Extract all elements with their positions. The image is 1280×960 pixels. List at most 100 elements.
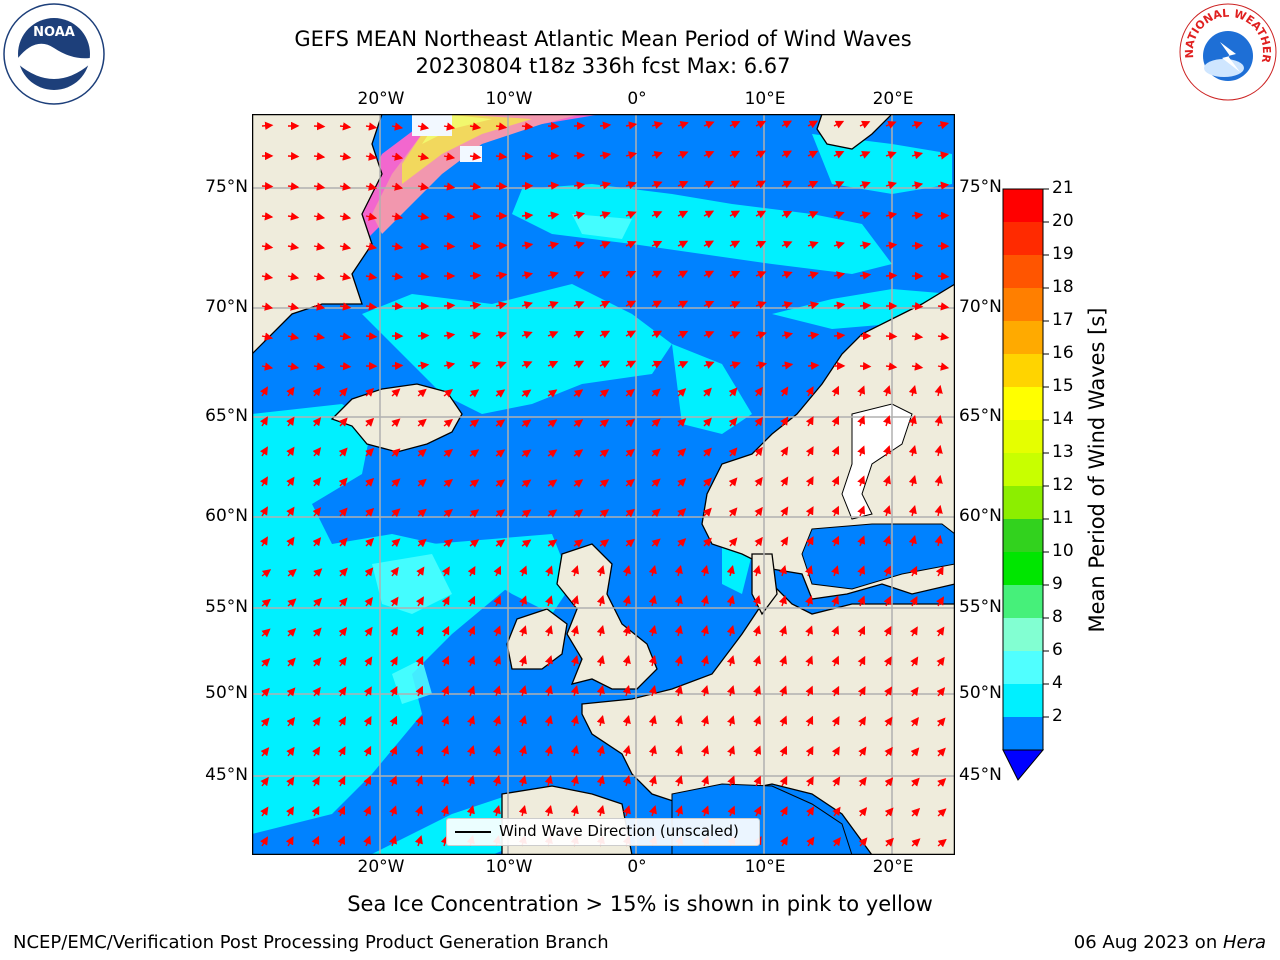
wave-direction-arrow bbox=[651, 151, 663, 160]
wave-direction-arrow bbox=[287, 598, 297, 608]
wave-direction-arrow bbox=[625, 360, 637, 369]
map-subtitle: 20230804 t18z 336h fcst Max: 6.67 bbox=[415, 54, 791, 78]
wave-direction-arrow bbox=[858, 837, 868, 847]
colorbar-tick-label: 19 bbox=[1052, 244, 1074, 264]
wave-direction-arrow bbox=[754, 536, 763, 547]
wave-direction-arrow bbox=[261, 272, 274, 281]
lon-label-top: 20°W bbox=[357, 89, 405, 109]
wave-direction-arrow bbox=[831, 595, 840, 607]
wave-direction-arrow bbox=[599, 300, 611, 309]
wave-direction-arrow bbox=[312, 716, 321, 727]
wave-direction-arrow bbox=[547, 419, 558, 428]
wave-direction-arrow bbox=[493, 595, 502, 607]
wave-direction-arrow bbox=[857, 475, 866, 487]
colorbar-tick-label: 15 bbox=[1052, 376, 1074, 396]
wave-direction-arrow bbox=[729, 210, 741, 219]
wave-direction-arrow bbox=[911, 241, 924, 251]
wave-direction-arrow bbox=[469, 539, 480, 548]
wave-direction-arrow bbox=[495, 331, 507, 340]
colorbar-tick-label: 6 bbox=[1052, 640, 1063, 660]
wave-direction-arrow bbox=[521, 271, 534, 280]
wave-direction-arrow bbox=[339, 122, 352, 131]
wave-direction-arrow bbox=[287, 302, 300, 311]
wave-direction-arrow bbox=[286, 476, 295, 487]
wave-direction-arrow bbox=[781, 361, 794, 370]
wave-direction-arrow bbox=[312, 417, 322, 427]
wave-direction-arrow bbox=[261, 121, 274, 130]
wave-direction-arrow bbox=[339, 332, 352, 341]
wave-direction-arrow bbox=[648, 654, 657, 667]
wave-direction-arrow bbox=[807, 301, 820, 310]
wave-direction-arrow bbox=[544, 655, 553, 667]
wave-direction-arrow bbox=[573, 211, 586, 220]
wave-direction-arrow bbox=[703, 330, 715, 339]
wave-direction-arrow bbox=[780, 536, 789, 547]
wave-direction-arrow bbox=[599, 211, 611, 220]
wave-direction-arrow bbox=[752, 565, 761, 577]
wave-direction-arrow bbox=[261, 332, 274, 341]
wave-direction-arrow bbox=[544, 774, 553, 787]
wave-direction-arrow bbox=[805, 715, 814, 727]
wave-direction-arrow bbox=[833, 211, 845, 219]
wave-direction-arrow bbox=[286, 657, 296, 667]
wave-direction-arrow bbox=[596, 655, 605, 667]
wave-direction-arrow bbox=[339, 567, 348, 577]
wave-direction-arrow bbox=[703, 180, 715, 189]
wave-direction-arrow bbox=[521, 539, 532, 548]
wave-direction-arrow bbox=[728, 537, 738, 547]
wave-direction-arrow bbox=[573, 419, 584, 428]
wave-direction-arrow bbox=[547, 241, 560, 250]
wave-direction-arrow bbox=[625, 388, 635, 398]
lon-label-bottom: 20°E bbox=[872, 857, 914, 877]
wave-direction-arrow bbox=[651, 270, 663, 279]
wave-direction-arrow bbox=[261, 598, 271, 608]
wave-direction-arrow bbox=[338, 507, 348, 517]
wave-direction-arrow bbox=[363, 775, 372, 787]
wave-direction-arrow bbox=[363, 715, 372, 727]
wave-direction-arrow bbox=[755, 150, 767, 159]
wave-direction-arrow bbox=[414, 835, 423, 847]
wave-direction-arrow bbox=[286, 536, 295, 547]
wave-direction-arrow bbox=[467, 685, 475, 697]
wave-direction-arrow bbox=[728, 507, 738, 517]
wave-direction-arrow bbox=[338, 417, 348, 427]
wave-direction-arrow bbox=[780, 506, 789, 517]
wave-direction-arrow bbox=[443, 479, 454, 488]
wave-direction-arrow bbox=[729, 270, 741, 279]
wave-direction-arrow bbox=[934, 384, 943, 397]
wave-direction-arrow bbox=[779, 836, 788, 847]
wave-direction-arrow bbox=[858, 776, 867, 787]
wave-direction-arrow bbox=[440, 805, 449, 817]
wave-direction-arrow bbox=[752, 595, 761, 607]
wave-direction-arrow bbox=[596, 714, 605, 727]
wave-direction-arrow bbox=[570, 595, 579, 607]
wave-direction-arrow bbox=[338, 656, 347, 667]
wave-direction-arrow bbox=[780, 476, 789, 487]
wave-direction-arrow bbox=[415, 775, 423, 787]
wave-direction-arrow bbox=[521, 241, 534, 250]
wave-direction-arrow bbox=[703, 387, 712, 397]
wave-direction-arrow bbox=[700, 685, 709, 697]
wave-direction-arrow bbox=[596, 565, 605, 577]
wave-direction-arrow bbox=[779, 655, 787, 667]
wave-direction-arrow bbox=[287, 151, 300, 161]
wave-direction-arrow bbox=[259, 416, 268, 427]
wave-direction-arrow bbox=[729, 180, 741, 189]
wave-direction-arrow bbox=[883, 625, 892, 637]
iceland bbox=[330, 383, 463, 453]
wave-direction-arrow bbox=[259, 536, 268, 547]
wave-direction-arrow bbox=[571, 565, 579, 577]
lat-label-left: 50°N bbox=[205, 683, 248, 703]
wave-direction-arrow bbox=[910, 656, 919, 667]
wave-direction-arrow bbox=[832, 806, 841, 817]
colorbar-segment bbox=[1003, 420, 1043, 454]
wave-direction-arrow bbox=[859, 150, 871, 159]
wave-direction-arrow bbox=[831, 715, 840, 727]
wave-direction-arrow bbox=[441, 685, 450, 697]
wave-direction-arrow bbox=[287, 628, 297, 637]
wave-direction-arrow bbox=[261, 302, 274, 311]
wave-direction-arrow bbox=[885, 331, 898, 341]
wave-direction-arrow bbox=[391, 242, 404, 251]
wave-direction-arrow bbox=[545, 595, 553, 607]
wave-direction-arrow bbox=[573, 330, 585, 339]
